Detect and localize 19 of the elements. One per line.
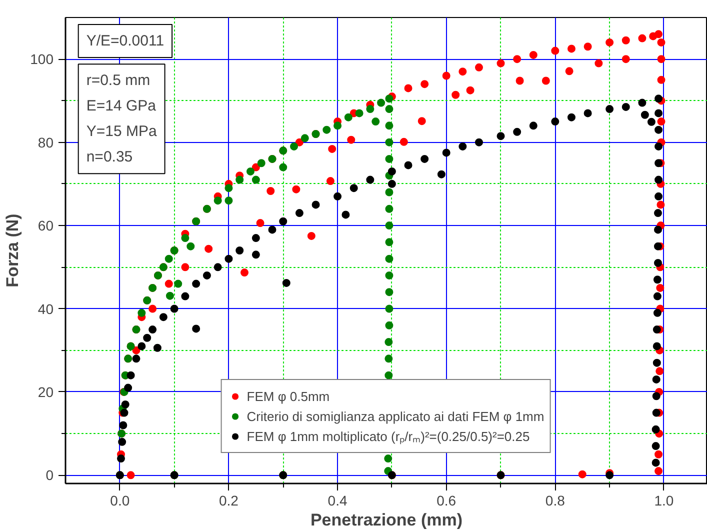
- x-tick-label: 0.6: [436, 492, 456, 508]
- x-tick-label: 0.8: [545, 492, 566, 508]
- y-axis-title: Forza (N): [3, 214, 22, 288]
- y-tick-label: 0: [46, 467, 54, 484]
- legend-label: FEM φ 1mm moltiplicato (rₚ/rₘ)²=(0.25/0.5)²=0.25: [246, 428, 530, 445]
- y-tick-label: 100: [30, 51, 54, 68]
- x-tick-label: 0.4: [328, 492, 348, 508]
- annotation: Y/E=0.0011: [86, 32, 164, 50]
- x-tick-label: 0.0: [110, 492, 130, 508]
- y-tick-label: 80: [38, 134, 54, 150]
- annotation: r=0.5 mm E=14 GPa Y=15 MPa n=0.35: [86, 72, 158, 166]
- x-tick-label: 1.0: [654, 492, 674, 508]
- y-tick-label: 40: [38, 300, 54, 317]
- x-axis-title: Penetrazione (mm): [310, 510, 463, 530]
- y-tick-label: 60: [38, 218, 54, 234]
- legend-label: Criterio di somiglianza applicato ai dati FEM φ 1mm: [246, 408, 544, 425]
- x-tick-label: 0.2: [218, 492, 239, 508]
- y-tick-label: 20: [38, 384, 54, 400]
- legend-label: FEM φ 0.5mm: [246, 388, 330, 405]
